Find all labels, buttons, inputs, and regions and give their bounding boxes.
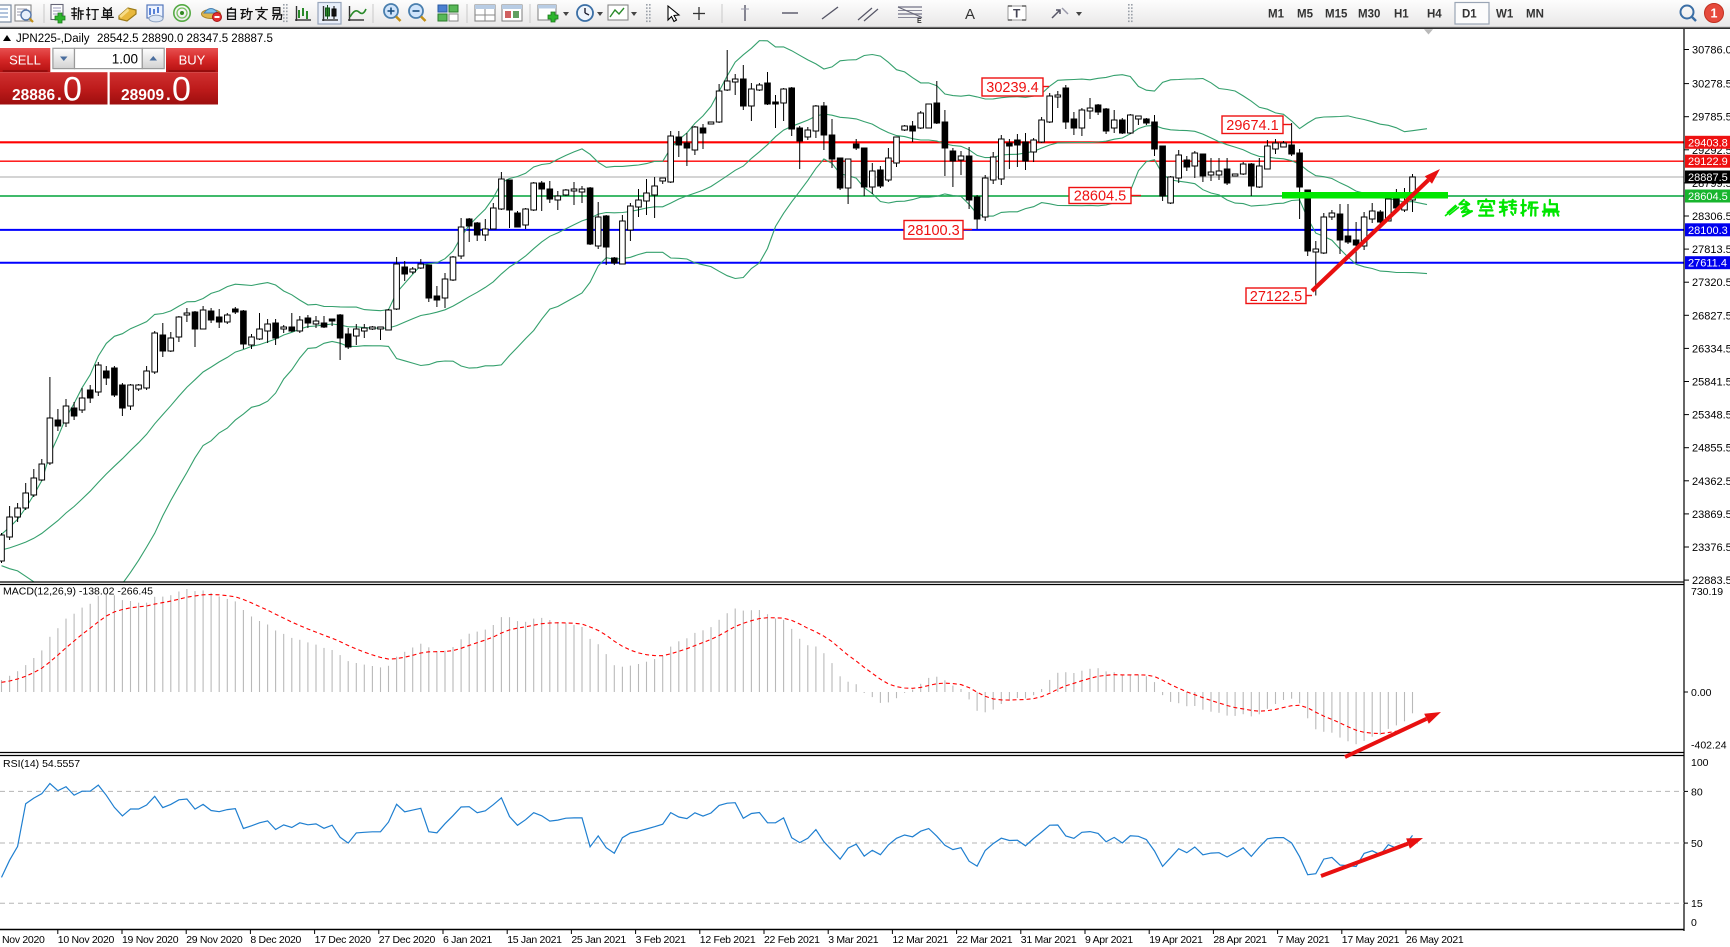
- svg-text:A: A: [965, 6, 975, 23]
- svg-text:MN: MN: [1526, 9, 1544, 21]
- svg-text:0: 0: [63, 71, 82, 109]
- svg-text:29674.1: 29674.1: [1226, 118, 1278, 134]
- svg-text:29785.5: 29785.5: [1692, 112, 1730, 124]
- svg-text:M30: M30: [1358, 9, 1380, 21]
- svg-text:17 May 2021: 17 May 2021: [1342, 934, 1400, 946]
- svg-text:28604.5: 28604.5: [1074, 189, 1126, 205]
- svg-text:26 May 2021: 26 May 2021: [1406, 934, 1464, 946]
- svg-text:10 Nov 2020: 10 Nov 2020: [58, 934, 115, 946]
- svg-text:27813.5: 27813.5: [1692, 244, 1730, 256]
- svg-text:H1: H1: [1394, 9, 1409, 21]
- svg-text:22 Mar 2021: 22 Mar 2021: [957, 934, 1013, 946]
- svg-text:26827.5: 26827.5: [1692, 310, 1730, 322]
- svg-text:0: 0: [172, 71, 191, 109]
- svg-text:E: E: [917, 18, 922, 25]
- svg-text:100: 100: [1691, 757, 1709, 769]
- svg-text:0: 0: [1691, 917, 1697, 929]
- svg-text:15: 15: [1691, 898, 1703, 910]
- svg-text:27 Dec 2020: 27 Dec 2020: [379, 934, 436, 946]
- svg-text:28100.3: 28100.3: [1688, 225, 1728, 237]
- svg-text:28542.5 28890.0 28347.5 28887.: 28542.5 28890.0 28347.5 28887.5: [97, 33, 273, 45]
- svg-text:W1: W1: [1496, 9, 1514, 21]
- svg-text:22 Feb 2021: 22 Feb 2021: [764, 934, 820, 946]
- svg-text:8 Dec 2020: 8 Dec 2020: [250, 934, 301, 946]
- svg-text:1: 1: [1711, 7, 1718, 21]
- svg-text:9 Apr 2021: 9 Apr 2021: [1085, 934, 1133, 946]
- svg-text:730.19: 730.19: [1691, 586, 1723, 598]
- svg-text:.: .: [166, 85, 171, 104]
- svg-text:15 Jan 2021: 15 Jan 2021: [507, 934, 562, 946]
- svg-text:31 Mar 2021: 31 Mar 2021: [1021, 934, 1077, 946]
- svg-text:19 Nov 2020: 19 Nov 2020: [122, 934, 179, 946]
- svg-text:28909: 28909: [121, 87, 164, 104]
- svg-text:28604.5: 28604.5: [1688, 191, 1728, 203]
- svg-text:.: .: [57, 85, 62, 104]
- svg-text:29403.8: 29403.8: [1688, 137, 1728, 149]
- svg-text:Nov 2020: Nov 2020: [2, 934, 45, 946]
- svg-text:22883.5: 22883.5: [1692, 575, 1730, 587]
- svg-text:12 Mar 2021: 12 Mar 2021: [892, 934, 948, 946]
- svg-text:29 Nov 2020: 29 Nov 2020: [186, 934, 243, 946]
- svg-text:25 Jan 2021: 25 Jan 2021: [571, 934, 626, 946]
- svg-text:T: T: [1013, 7, 1021, 21]
- svg-text:3 Mar 2021: 3 Mar 2021: [828, 934, 879, 946]
- svg-text:0.00: 0.00: [1691, 687, 1712, 699]
- svg-text:24855.5: 24855.5: [1692, 443, 1730, 455]
- svg-text:1.00: 1.00: [112, 52, 138, 67]
- svg-text:6 Jan 2021: 6 Jan 2021: [443, 934, 492, 946]
- svg-text:27122.5: 27122.5: [1250, 289, 1302, 305]
- svg-text:MACD(12,26,9) -138.02 -266.45: MACD(12,26,9) -138.02 -266.45: [3, 586, 153, 598]
- svg-text:H4: H4: [1427, 9, 1442, 21]
- svg-text:28100.3: 28100.3: [907, 223, 959, 239]
- svg-text:RSI(14) 54.5557: RSI(14) 54.5557: [3, 758, 80, 770]
- svg-text:29122.9: 29122.9: [1688, 156, 1728, 168]
- svg-text:17 Dec 2020: 17 Dec 2020: [315, 934, 372, 946]
- svg-text:7 May 2021: 7 May 2021: [1278, 934, 1330, 946]
- svg-text:27320.5: 27320.5: [1692, 277, 1730, 289]
- svg-text:JPN225-,Daily: JPN225-,Daily: [16, 33, 90, 45]
- svg-text:30786.0: 30786.0: [1692, 45, 1730, 57]
- svg-text:23376.5: 23376.5: [1692, 542, 1730, 554]
- svg-text:M15: M15: [1325, 9, 1348, 21]
- svg-text:19 Apr 2021: 19 Apr 2021: [1149, 934, 1203, 946]
- svg-text:27611.4: 27611.4: [1688, 258, 1727, 270]
- svg-text:M1: M1: [1268, 9, 1285, 21]
- svg-text:28306.5: 28306.5: [1692, 211, 1730, 223]
- svg-text:80: 80: [1691, 786, 1703, 798]
- svg-text:26334.5: 26334.5: [1692, 343, 1730, 355]
- svg-text:-402.24: -402.24: [1691, 740, 1727, 752]
- svg-text:M5: M5: [1297, 9, 1314, 21]
- svg-text:30239.4: 30239.4: [986, 80, 1038, 96]
- svg-text:24362.5: 24362.5: [1692, 476, 1730, 488]
- svg-text:12 Feb 2021: 12 Feb 2021: [700, 934, 756, 946]
- svg-text:30278.5: 30278.5: [1692, 79, 1730, 91]
- svg-text:25841.5: 25841.5: [1692, 377, 1730, 389]
- svg-text:28887.5: 28887.5: [1688, 172, 1728, 184]
- svg-text:28886: 28886: [12, 87, 55, 104]
- svg-text:BUY: BUY: [179, 53, 206, 68]
- svg-text:SELL: SELL: [9, 53, 41, 68]
- svg-text:50: 50: [1691, 838, 1703, 850]
- svg-text:3 Feb 2021: 3 Feb 2021: [636, 934, 687, 946]
- svg-text:23869.5: 23869.5: [1692, 509, 1730, 521]
- svg-text:25348.5: 25348.5: [1692, 410, 1730, 422]
- svg-text:D1: D1: [1462, 9, 1477, 21]
- svg-text:28 Apr 2021: 28 Apr 2021: [1213, 934, 1267, 946]
